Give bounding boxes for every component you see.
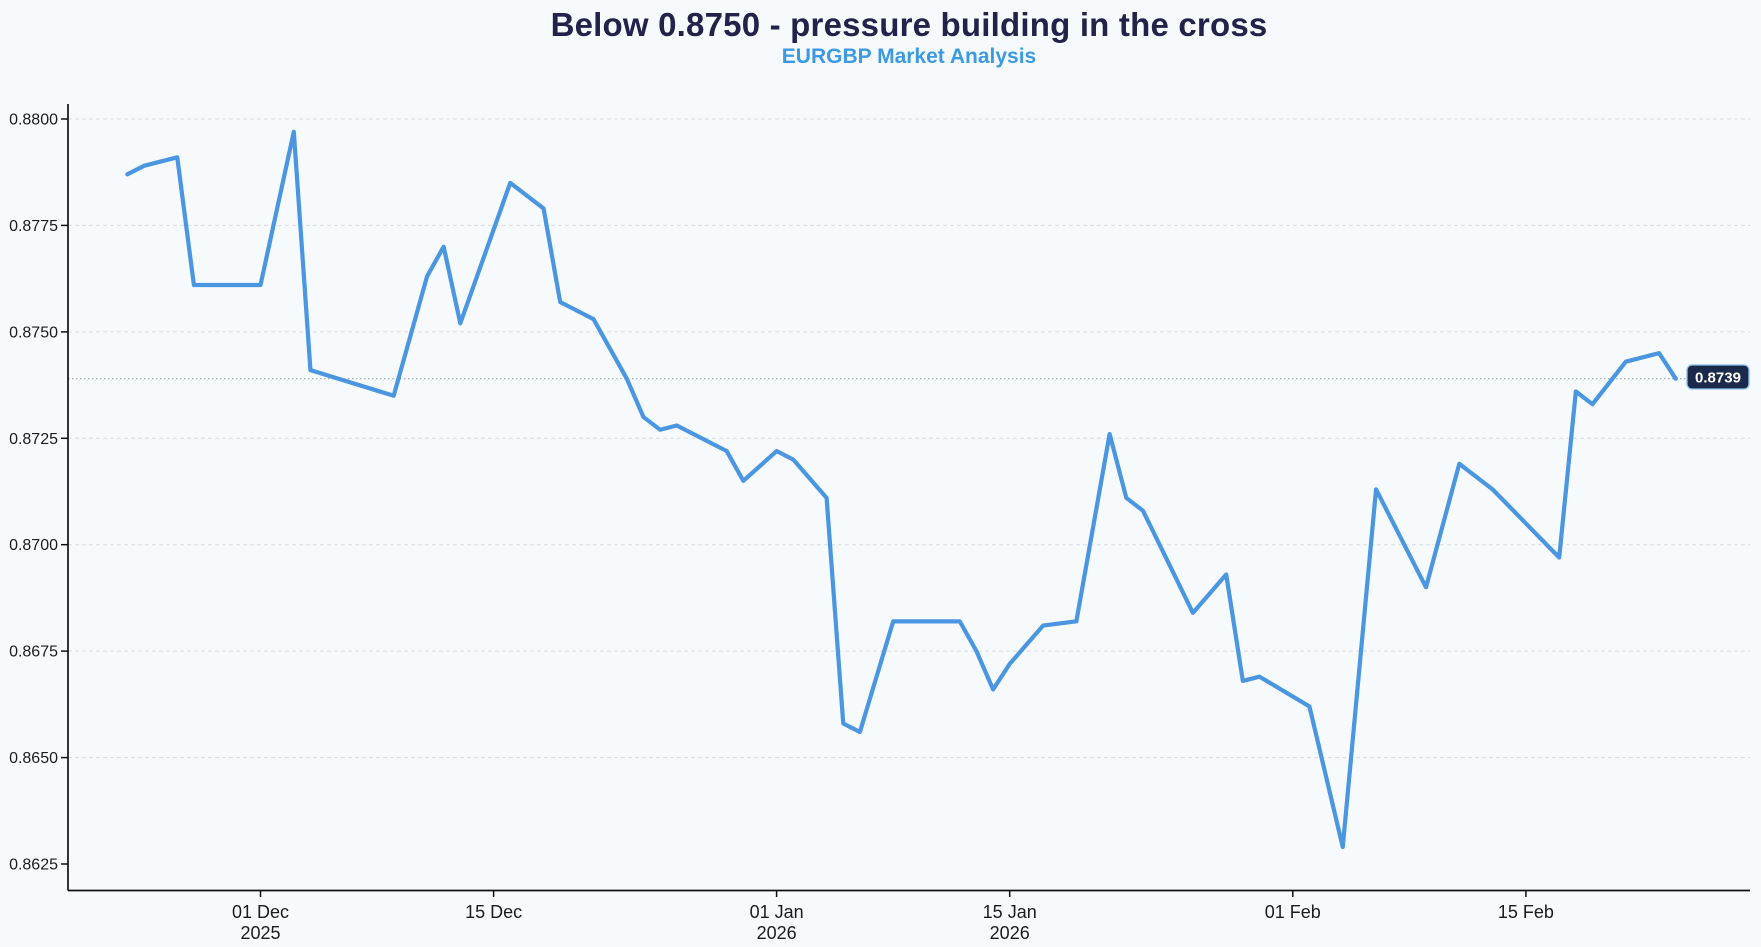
- svg-text:01 Jan: 01 Jan: [750, 902, 804, 922]
- svg-text:0.8700: 0.8700: [9, 537, 58, 554]
- svg-text:0.8739: 0.8739: [1695, 370, 1741, 387]
- svg-text:0.8625: 0.8625: [9, 857, 58, 874]
- svg-text:0.8750: 0.8750: [9, 324, 58, 341]
- svg-text:01 Dec: 01 Dec: [232, 902, 289, 922]
- svg-text:0.8725: 0.8725: [9, 431, 58, 448]
- svg-text:2026: 2026: [757, 923, 797, 942]
- svg-text:01 Feb: 01 Feb: [1265, 902, 1321, 922]
- svg-text:0.8675: 0.8675: [9, 644, 58, 661]
- svg-text:15 Dec: 15 Dec: [465, 902, 522, 922]
- svg-text:2026: 2026: [990, 923, 1030, 942]
- svg-text:15 Jan: 15 Jan: [983, 902, 1037, 922]
- svg-text:0.8650: 0.8650: [9, 750, 58, 767]
- svg-text:0.8800: 0.8800: [9, 112, 58, 129]
- svg-text:15 Feb: 15 Feb: [1498, 902, 1554, 922]
- svg-text:0.8775: 0.8775: [9, 218, 58, 235]
- svg-text:2025: 2025: [240, 923, 280, 942]
